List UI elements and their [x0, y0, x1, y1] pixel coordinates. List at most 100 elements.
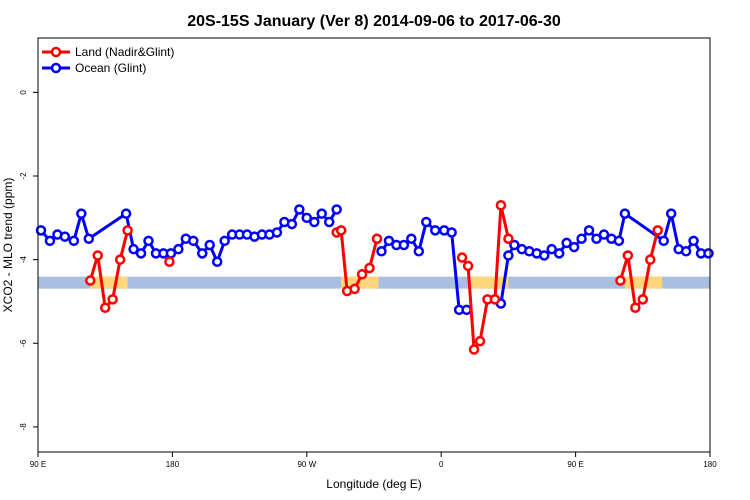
band-land-1: [341, 276, 379, 289]
series-1-point-2-22: [688, 235, 699, 247]
series-1-point-1-7: [429, 225, 441, 236]
y-tick-label-2: -4: [19, 256, 28, 264]
series-1-point-1-6: [421, 216, 432, 228]
series-layer: [35, 200, 714, 355]
series-1-point-0-29: [286, 218, 298, 230]
x-tick-label-4: 90 E: [567, 460, 583, 469]
series-1-point-2-8: [553, 248, 565, 259]
series-1-point-0-4: [68, 235, 80, 247]
series-0-point-0-1: [92, 250, 103, 261]
surface-band: [38, 276, 710, 289]
series-1-point-0-6: [83, 233, 95, 244]
series-1-point-0-27: [271, 227, 283, 238]
legend-marker-1: [50, 62, 62, 74]
series-1-point-1-5: [413, 246, 425, 257]
series-1-point-0-34: [323, 216, 335, 228]
series-1-point-0-30: [294, 204, 305, 215]
series-1-point-1-11: [461, 304, 472, 316]
series-0-point-3-1: [462, 260, 474, 272]
series-0-point-0-3: [107, 294, 118, 305]
series-0-point-3-2: [468, 344, 480, 355]
series-1-point-1-0: [376, 246, 387, 257]
series-1-point-2-16: [613, 235, 625, 247]
x-tick-label-5: 180: [703, 460, 717, 469]
series-1-point-0-8: [128, 243, 139, 255]
y-axis: 0 -2 -4 -6 -8: [19, 90, 38, 431]
series-1-point-0-10: [143, 235, 154, 247]
series-0-point-3-7: [503, 233, 514, 244]
series-0-point-4-1: [622, 250, 634, 261]
series-1-point-2-21: [680, 246, 692, 257]
series-0-point-4-2: [630, 302, 641, 313]
band-land-0: [90, 276, 128, 289]
series-0-point-0-5: [122, 225, 133, 236]
series-1-point-2-11: [576, 233, 587, 244]
series-0-point-3-3: [474, 335, 486, 347]
y-tick-label-1: -2: [19, 172, 28, 180]
series-0-point-2-4: [356, 269, 368, 280]
series-1-point-0-16: [188, 235, 199, 247]
series-0-point-4-5: [652, 225, 663, 236]
series-0-point-3-6: [495, 200, 507, 211]
series-1-point-1-1: [383, 235, 395, 247]
series-1-point-0-35: [331, 204, 342, 215]
band-land-2: [471, 276, 509, 289]
series-1-point-0-0: [35, 225, 47, 236]
series-1-point-0-32: [309, 216, 320, 228]
series-1-point-2-12: [583, 225, 595, 236]
y-tick-label-4: -8: [19, 423, 28, 431]
series-1-point-2-24: [703, 248, 714, 259]
series-1-line-2: [499, 212, 709, 304]
series-1-point-2-6: [538, 250, 550, 261]
series-1-point-2-1: [503, 250, 514, 261]
series-0-point-3-0: [456, 252, 468, 263]
series-1-point-0-5: [76, 208, 87, 219]
series-1-point-1-3: [398, 239, 410, 251]
series-1-point-2-19: [665, 208, 677, 219]
series-1-point-1-4: [406, 233, 417, 244]
y-tick-label-0: 0: [19, 90, 28, 95]
x-tick-label-0: 90 E: [30, 460, 46, 469]
series-1-point-2-13: [591, 233, 602, 244]
series-0-point-0-0: [85, 275, 96, 286]
series-1-point-2-10: [568, 241, 580, 253]
x-tick-label-2: 90 W: [297, 460, 316, 469]
series-0-point-4-4: [645, 254, 656, 265]
plot-frame: [37, 37, 711, 453]
series-1-point-0-33: [316, 208, 327, 219]
x-tick-label-3: 0: [439, 460, 444, 469]
series-1-point-0-1: [44, 235, 56, 247]
series-0-point-0-2: [99, 302, 111, 313]
series-0: [85, 200, 663, 355]
series-1-point-0-14: [173, 243, 184, 255]
band-land-3: [624, 276, 663, 289]
legend-label-0: Land (Nadir&Glint): [75, 45, 174, 59]
legend: Land (Nadir&Glint) Ocean (Glint): [42, 45, 174, 75]
series-0-point-4-3: [637, 294, 649, 305]
series-1-point-0-31: [301, 212, 313, 224]
legend-marker-0: [50, 46, 62, 58]
series-1-point-1-9: [446, 227, 457, 238]
legend-label-1: Ocean (Glint): [75, 61, 146, 75]
series-0-point-2-3: [349, 283, 360, 295]
series-0-point-2-6: [371, 233, 383, 244]
series-1-point-2-7: [546, 243, 557, 255]
series-1-point-2-14: [598, 229, 610, 240]
series-1-point-0-7: [120, 208, 132, 219]
series-1-point-0-20: [219, 235, 230, 247]
series-0-line-3: [460, 203, 510, 352]
series-1-point-0-19: [211, 256, 223, 267]
series-1-point-2-17: [619, 208, 631, 219]
series-1-point-0-17: [197, 248, 208, 259]
series-0-point-1-0: [164, 256, 175, 267]
series-0-point-2-1: [335, 225, 347, 236]
series-0-point-2-5: [364, 262, 375, 274]
series-1-point-2-18: [658, 235, 669, 247]
series-1: [35, 204, 714, 316]
series-1-point-0-3: [59, 231, 71, 242]
y-tick-label-3: -6: [19, 339, 28, 347]
series-0-point-0-4: [114, 254, 126, 265]
y-axis-label: XCO2 - MLO trend (ppm): [1, 178, 15, 313]
chart-title: 20S-15S January (Ver 8) 2014-09-06 to 20…: [187, 13, 561, 30]
